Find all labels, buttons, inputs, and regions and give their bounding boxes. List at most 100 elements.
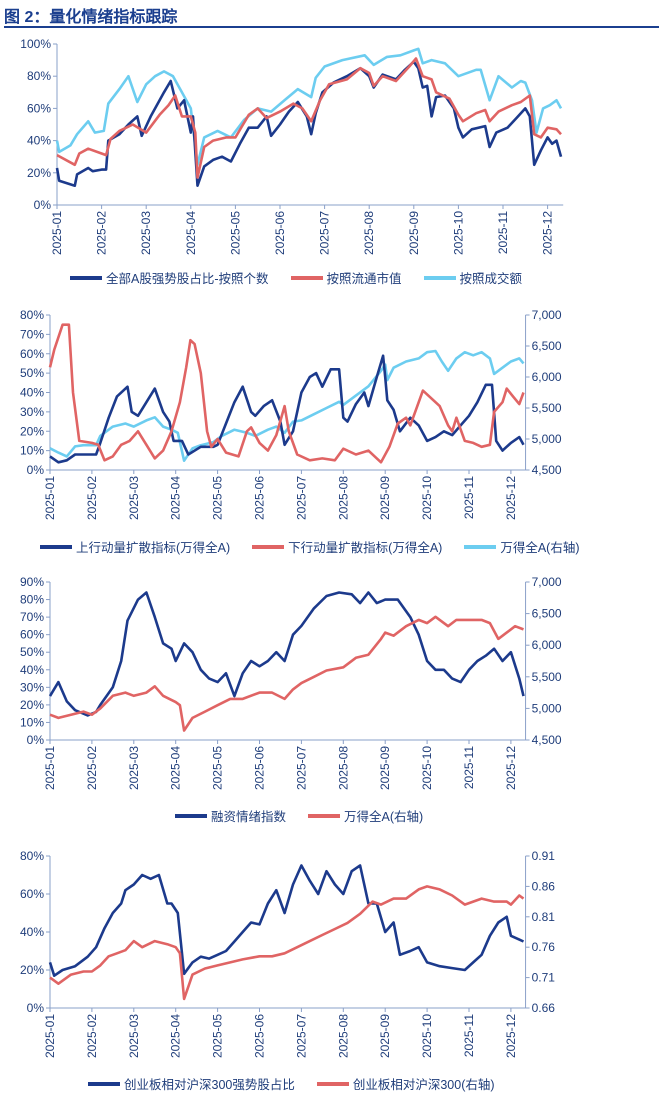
legend-item: 上行动量扩散指标(万得全A) [40,537,230,556]
x-tick-label: 2025-09 [378,1014,392,1058]
y-right-tick-label: 0.66 [532,1001,556,1015]
title-divider [4,26,659,28]
x-tick-label: 2025-09 [378,476,392,520]
series-line-2 [48,323,525,464]
legend-item: 创业板相对沪深300(右轴) [316,1074,495,1093]
legend-item: 万得全A(右轴) [464,537,580,556]
y-left-tick-label: 60% [20,628,44,642]
y-right-tick-label: 7,000 [532,308,562,322]
y-left-tick-label: 80% [20,308,44,322]
chart-4: 0% 20% 40% 60% 80% 0.66 0.71 0.76 0.81 0.86 0.91 20… [20,849,555,1058]
y-left-tick-label: 40% [27,134,51,148]
legend-label: 创业板相对沪深300强势股占比 [124,1078,295,1092]
legend-swatch [464,544,497,549]
y-right-tick-label: 6,000 [532,638,562,652]
y-left-tick-label: 70% [20,327,44,341]
x-tick-label: 2025-01 [43,476,57,520]
y-left-tick-label: 90% [20,575,44,589]
chart-3: 0% 10% 20% 30% 40% 50% 60% 70% 80% 90% 4,500 5,000 5… [20,575,562,790]
legend-label: 按照流通市值 [326,272,402,286]
y-left-tick-label: 80% [27,69,51,83]
y-right-tick-label: 0.81 [532,910,556,924]
x-tick-label: 2025-10 [420,746,434,790]
y-left-tick-label: 60% [27,101,51,115]
chart-3-legend: 融资情绪指数 万得全A(右轴) [175,806,423,825]
x-tick-label: 2025-04 [169,1014,183,1058]
x-tick-label: 2025-05 [228,211,242,255]
y-right-tick-label: 0.91 [532,849,556,863]
series-line-2 [49,885,525,1001]
x-tick-label: 2025-02 [95,211,109,255]
legend-label: 创业板相对沪深300(右轴) [352,1078,495,1092]
legend-swatch [423,275,456,280]
chart-1-legend: 全部A股强势股占比-按照个数 按照流通市值 按照成交额 [70,268,522,287]
x-tick-label: 2025-11 [462,746,476,789]
legend-swatch [308,813,341,818]
y-left-tick-label: 10% [20,715,44,729]
y-left-tick-label: 0% [27,463,45,477]
legend-swatch [88,1081,120,1086]
legend-item: 全部A股强势股占比-按照个数 [70,268,269,287]
x-tick-label: 2025-01 [50,211,64,255]
x-tick-label: 2025-10 [420,1014,434,1058]
x-tick-label: 2025-02 [85,476,99,520]
legend-swatch [252,544,285,549]
series-line-1 [55,60,563,187]
chart-2-legend: 上行动量扩散指标(万得全A) 下行动量扩散指标(万得全A) 万得全A(右轴) [40,537,580,556]
x-tick-label: 2025-04 [184,211,198,255]
y-left-tick-label: 20% [20,698,44,712]
y-left-tick-label: 70% [20,610,44,624]
chart-1: 0% 20% 40% 60% 80% 100% 2025-01 2025-02 2025-03 2… [20,37,564,255]
x-tick-label: 2025-03 [139,211,153,255]
y-left-tick-label: 10% [20,444,44,458]
figure-title: 图 2：量化情绪指标跟踪 [4,9,178,26]
y-right-tick-label: 6,500 [532,607,562,621]
series-line-3 [49,349,525,462]
legend-swatch [40,544,72,549]
x-tick-label: 2025-02 [85,1014,99,1058]
legend-label: 万得全A(右轴) [344,810,424,824]
legend-item: 万得全A(右轴) [308,806,423,825]
x-tick-label: 2025-11 [496,211,510,254]
legend-label: 融资情绪指数 [211,810,287,824]
legend-swatch [70,275,102,280]
y-left-tick-label: 40% [20,663,44,677]
y-left-tick-label: 30% [20,680,44,694]
y-left-tick-label: 0% [27,1001,45,1015]
series-line-2 [49,615,524,732]
x-tick-label: 2025-06 [273,211,287,255]
x-tick-label: 2025-11 [462,476,476,519]
y-right-tick-label: 4,500 [532,463,562,477]
x-tick-label: 2025-06 [253,746,267,790]
x-tick-label: 2025-07 [294,1014,308,1058]
x-tick-label: 2025-10 [420,476,434,520]
x-tick-label: 2025-09 [378,746,392,790]
x-tick-label: 2025-09 [407,211,421,255]
x-tick-label: 2025-11 [462,1014,476,1057]
y-right-tick-label: 6,000 [532,370,562,384]
y-left-tick-label: 40% [20,925,44,939]
legend-item: 融资情绪指数 [175,806,286,825]
x-tick-label: 2025-05 [211,476,225,520]
y-right-tick-label: 5,000 [532,432,562,446]
y-left-tick-label: 60% [20,347,44,361]
x-tick-label: 2025-07 [318,211,332,255]
x-tick-label: 2025-01 [43,1014,57,1058]
series-line-3 [55,47,563,167]
y-left-tick-label: 40% [20,386,44,400]
x-tick-label: 2025-12 [541,211,555,255]
y-right-tick-label: 5,000 [532,701,562,715]
y-left-tick-label: 80% [20,593,44,607]
series-line-1 [48,591,525,717]
x-tick-label: 2025-12 [504,746,518,790]
y-right-tick-label: 5,500 [532,670,562,684]
y-right-tick-label: 7,000 [532,575,562,589]
x-tick-label: 2025-12 [504,1014,518,1058]
x-tick-label: 2025-08 [336,746,350,790]
series-line-2 [56,57,562,179]
x-tick-label: 2025-10 [451,211,465,255]
series-line-1 [48,864,525,977]
y-right-tick-label: 6,500 [532,339,562,353]
x-tick-label: 2025-02 [85,746,99,790]
